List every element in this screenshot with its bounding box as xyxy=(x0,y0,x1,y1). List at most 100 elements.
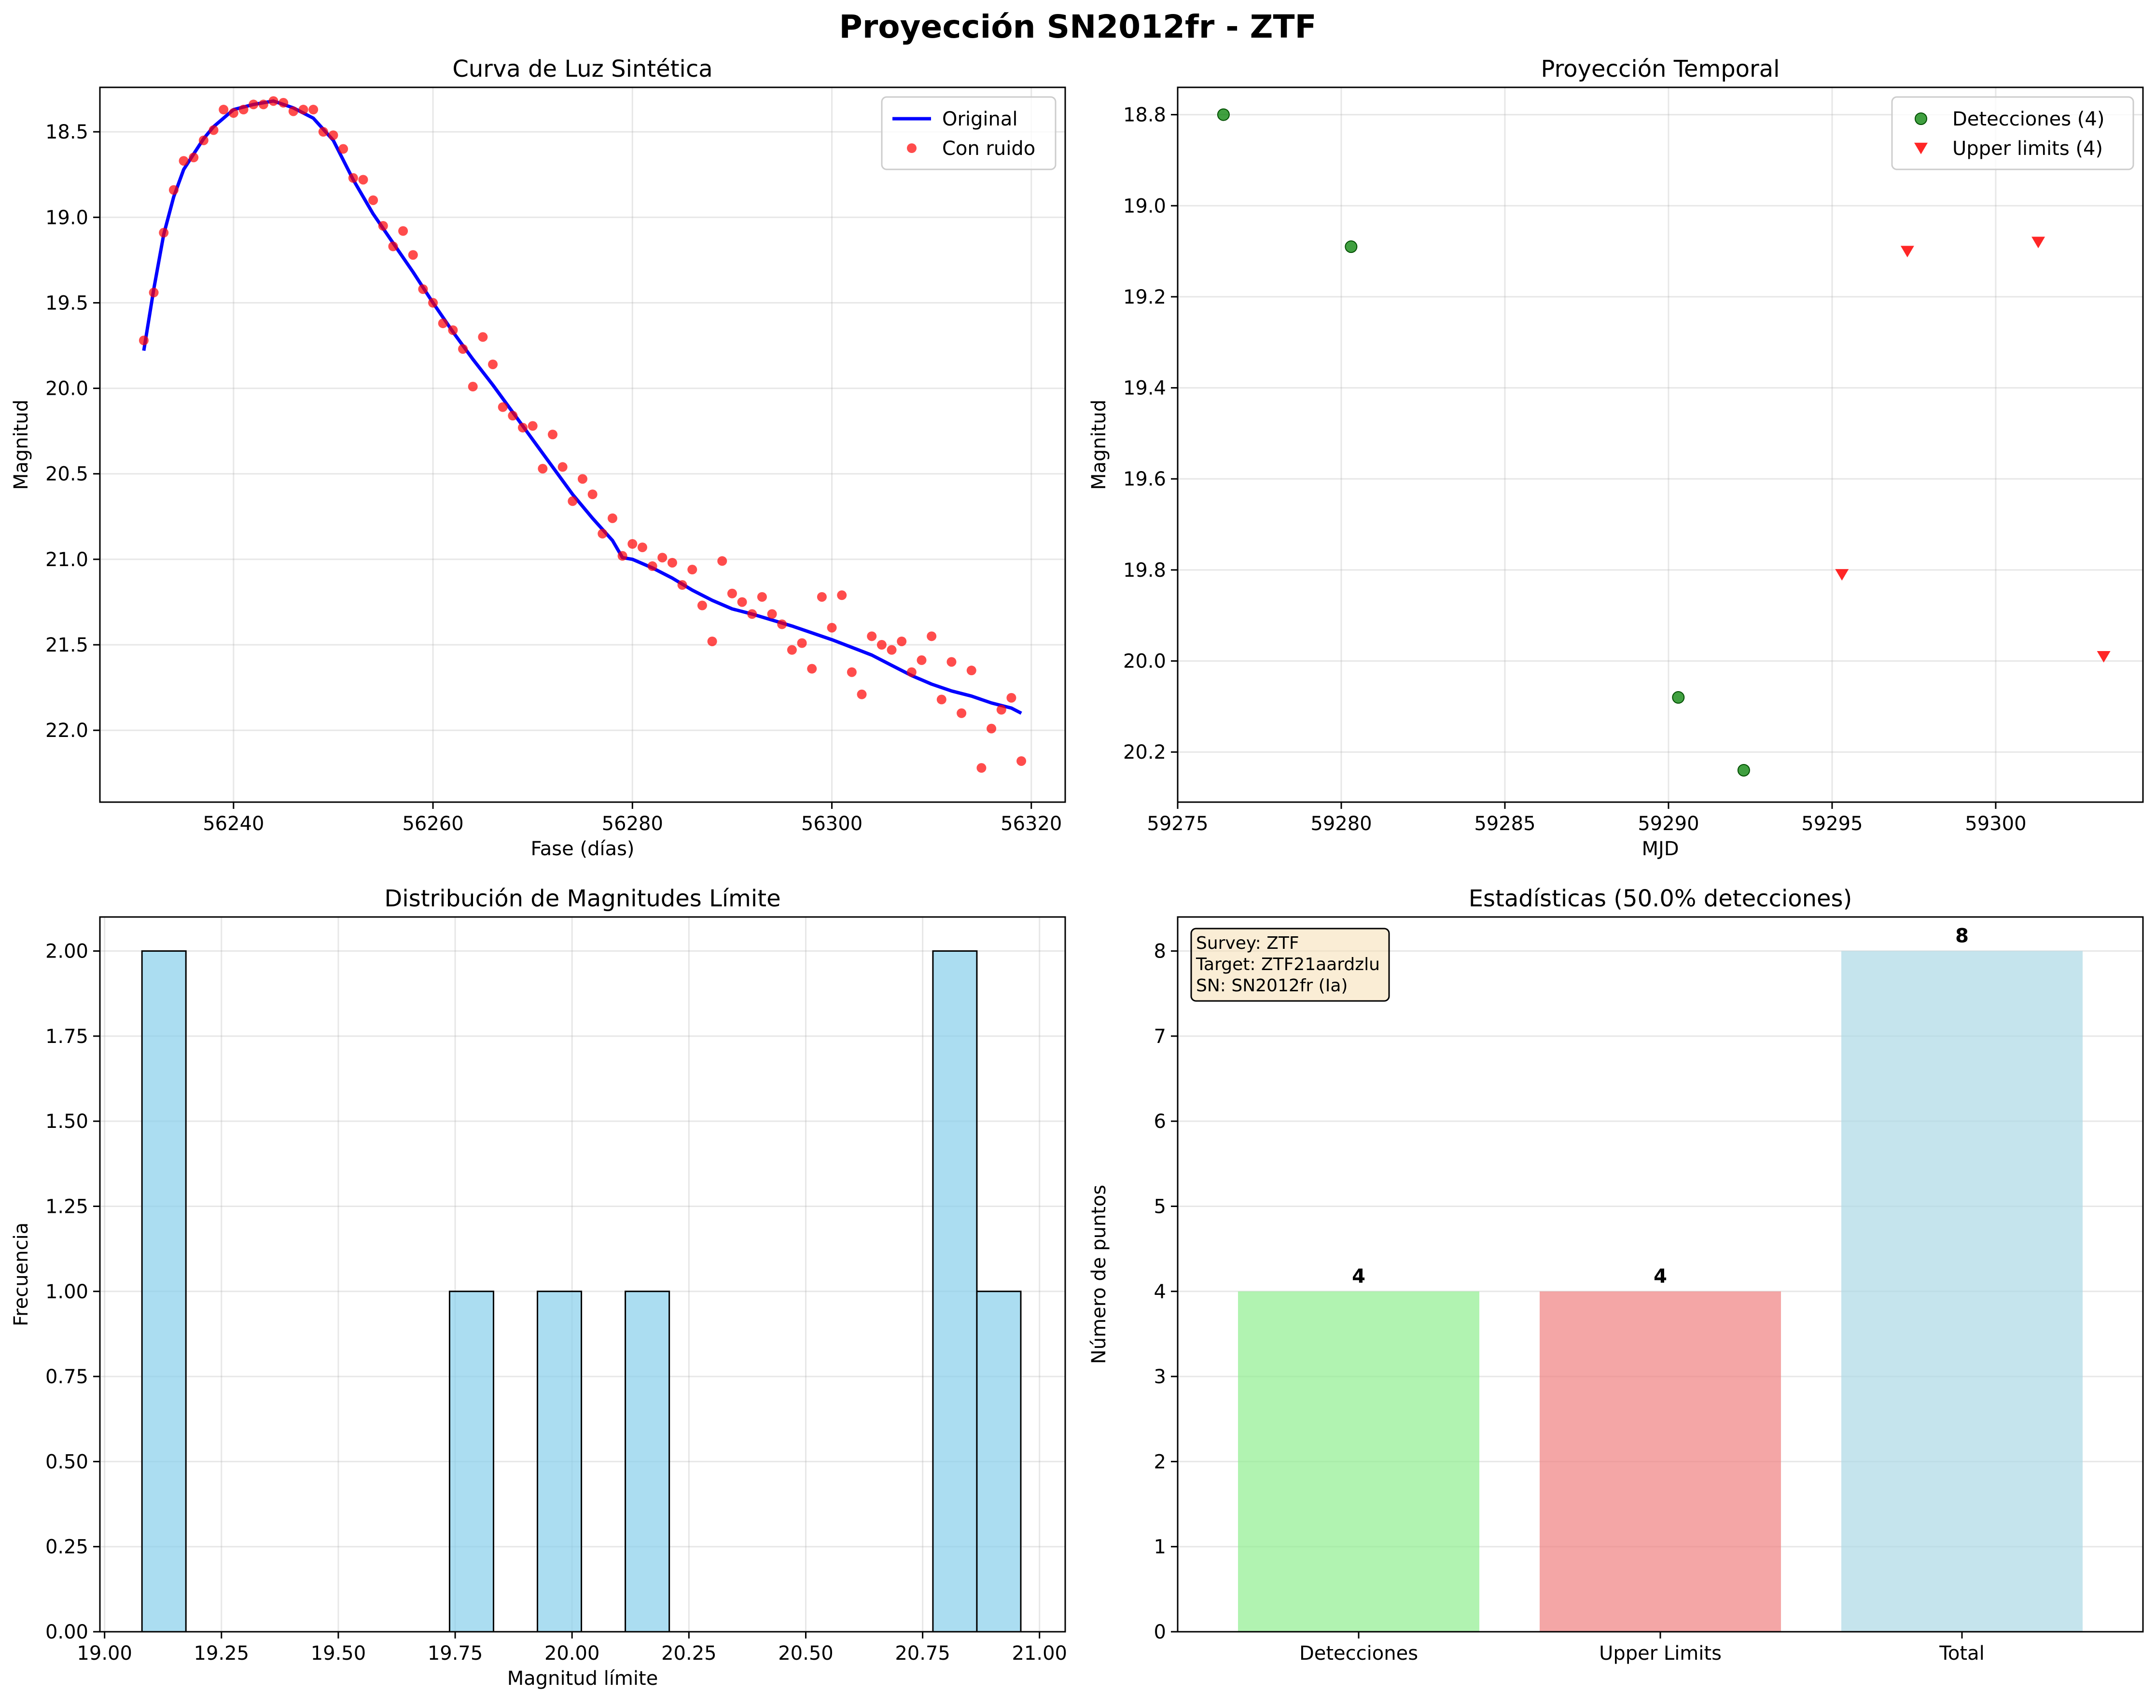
noisy-data-point xyxy=(767,609,777,619)
x-tick-label: 59295 xyxy=(1801,813,1863,835)
axes-frame xyxy=(1177,916,2144,1633)
noisy-data-point xyxy=(946,657,957,667)
y-tick-label: 2 xyxy=(1154,1451,1166,1473)
legend-marker-swatch xyxy=(1915,112,1927,125)
noisy-data-point xyxy=(249,99,259,110)
y-axis-label: Magnitud xyxy=(1088,400,1110,490)
info-box xyxy=(1190,928,1390,1002)
histogram-bar xyxy=(625,1291,670,1633)
x-tick-label: 20.25 xyxy=(661,1642,717,1665)
noisy-data-point xyxy=(288,106,298,116)
noisy-data-point xyxy=(298,105,308,115)
legend-label: Detecciones (4) xyxy=(1952,108,2104,130)
noisy-data-point xyxy=(538,464,548,474)
bar-value-label: 4 xyxy=(1654,1265,1667,1288)
noisy-data-point xyxy=(308,105,319,115)
x-tick-label: 56260 xyxy=(402,813,463,835)
noisy-data-point xyxy=(587,489,598,500)
noisy-data-point xyxy=(557,462,568,472)
upper-limit-marker xyxy=(2031,236,2045,249)
noisy-data-point xyxy=(408,250,418,260)
category-label: Upper Limits xyxy=(1599,1642,1722,1665)
noisy-data-point xyxy=(747,609,757,619)
noisy-data-point xyxy=(568,496,578,506)
upper-limit-marker xyxy=(1900,246,1914,258)
light-curve-panel: 56240 56260 56280 56300 56320 18.5 19.0 19.5 20.… xyxy=(10,56,1066,860)
noisy-data-point xyxy=(627,539,638,549)
x-tick-label: 59280 xyxy=(1310,813,1372,835)
noisy-data-point xyxy=(906,667,917,677)
y-axis-label: Frecuencia xyxy=(10,1222,32,1326)
noisy-data-point xyxy=(149,288,159,298)
noisy-data-point xyxy=(966,666,976,676)
x-tick-label: 59275 xyxy=(1147,813,1208,835)
axes-frame xyxy=(99,86,1066,803)
y-tick-label: 1.50 xyxy=(45,1111,88,1133)
axes-frame xyxy=(99,916,1066,1633)
axes-title: Estadísticas (50.0% detecciones) xyxy=(1469,885,1852,912)
noisy-data-point xyxy=(478,332,488,342)
noisy-data-point xyxy=(328,130,338,140)
noisy-data-point xyxy=(268,96,278,106)
bar-value-label: 8 xyxy=(1955,925,1969,947)
noisy-data-point xyxy=(876,640,887,650)
noisy-data-point xyxy=(458,344,468,354)
noisy-data-point xyxy=(807,664,817,674)
noisy-data-point xyxy=(238,105,249,115)
category-label: Detecciones xyxy=(1299,1642,1418,1665)
y-tick-label: 19.2 xyxy=(1123,286,1166,308)
y-tick-label: 19.0 xyxy=(1123,195,1166,217)
x-tick-label: 19.75 xyxy=(428,1642,483,1665)
x-axis-label: Magnitud límite xyxy=(507,1667,658,1690)
statistics-panel: 4 Detecciones 4 Upper Limits 8 Total 0 1 2 3 4 5 6 7 8… xyxy=(1088,885,2144,1665)
legend-box xyxy=(1891,96,2134,170)
noisy-data-point xyxy=(727,588,737,598)
noisy-data-point xyxy=(228,108,238,118)
stat-bar xyxy=(1540,1291,1781,1632)
y-tick-label: 18.8 xyxy=(1123,104,1166,126)
upper-limit-marker xyxy=(2097,651,2111,663)
y-tick-label: 20.0 xyxy=(45,378,88,400)
legend-box xyxy=(881,96,1057,170)
noisy-data-point xyxy=(418,284,428,294)
noisy-data-point xyxy=(837,590,847,600)
x-tick-label: 56320 xyxy=(1001,813,1062,835)
noisy-data-point xyxy=(917,655,927,665)
noisy-data-point xyxy=(757,592,767,602)
axes-title: Proyección Temporal xyxy=(1541,56,1780,83)
x-tick-label: 20.50 xyxy=(778,1642,834,1665)
noisy-data-point xyxy=(498,402,508,412)
noisy-data-point xyxy=(398,226,408,236)
noisy-data-point xyxy=(179,156,189,166)
noisy-data-point xyxy=(358,175,368,185)
figure-title: Proyección SN2012fr - ZTF xyxy=(839,8,1316,45)
noisy-data-point xyxy=(488,359,498,369)
noisy-data-point xyxy=(717,556,727,566)
y-tick-label: 7 xyxy=(1154,1026,1166,1048)
legend-label: Original xyxy=(942,108,1018,130)
histogram-bar xyxy=(932,950,978,1633)
y-tick-label: 18.5 xyxy=(45,121,88,143)
axes-title: Distribución de Magnitudes Límite xyxy=(384,885,780,912)
noisy-data-point xyxy=(139,335,149,346)
y-tick-label: 1 xyxy=(1154,1536,1166,1558)
noisy-data-point xyxy=(787,645,797,655)
noisy-data-point xyxy=(927,631,937,641)
x-tick-label: 56240 xyxy=(203,813,264,835)
noisy-data-point xyxy=(168,185,179,195)
noisy-data-point xyxy=(617,551,627,561)
noisy-data-point xyxy=(159,228,169,238)
y-tick-label: 20.0 xyxy=(1123,651,1166,673)
upper-limit-marker xyxy=(1835,569,1849,581)
axes-title: Curva de Luz Sintética xyxy=(452,56,712,83)
noisy-data-point xyxy=(219,105,229,115)
info-box-line: Survey: ZTF xyxy=(1196,933,1299,953)
noisy-data-point xyxy=(598,528,608,539)
y-tick-label: 21.0 xyxy=(45,549,88,571)
noisy-data-point xyxy=(189,153,199,163)
y-tick-label: 0.25 xyxy=(45,1536,88,1558)
noisy-data-point xyxy=(737,597,747,607)
noisy-data-point xyxy=(976,763,987,773)
y-tick-label: 1.75 xyxy=(45,1026,88,1048)
